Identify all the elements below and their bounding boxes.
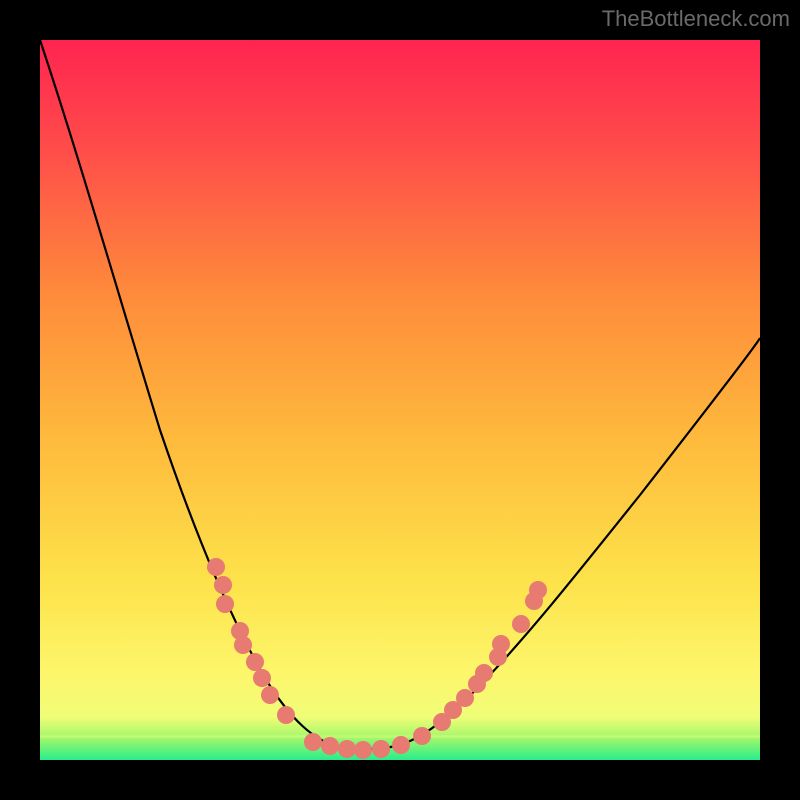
marker-dot	[392, 736, 410, 754]
marker-dot	[253, 669, 271, 687]
bold-green-band	[40, 40, 760, 760]
marker-dot	[456, 689, 474, 707]
watermark-text: TheBottleneck.com	[602, 6, 790, 32]
chart-plot-area	[40, 40, 760, 760]
marker-dot	[475, 664, 493, 682]
marker-dot	[277, 706, 295, 724]
marker-dot	[261, 686, 279, 704]
marker-dot	[216, 595, 234, 613]
marker-dot	[492, 635, 510, 653]
marker-dot	[413, 727, 431, 745]
marker-dot	[512, 615, 530, 633]
marker-dot	[304, 733, 322, 751]
marker-dot	[529, 581, 547, 599]
marker-dot	[372, 740, 390, 758]
marker-dot	[321, 737, 339, 755]
marker-dot	[207, 558, 225, 576]
marker-dot	[214, 576, 232, 594]
marker-dot	[354, 741, 372, 759]
marker-dot	[234, 636, 252, 654]
